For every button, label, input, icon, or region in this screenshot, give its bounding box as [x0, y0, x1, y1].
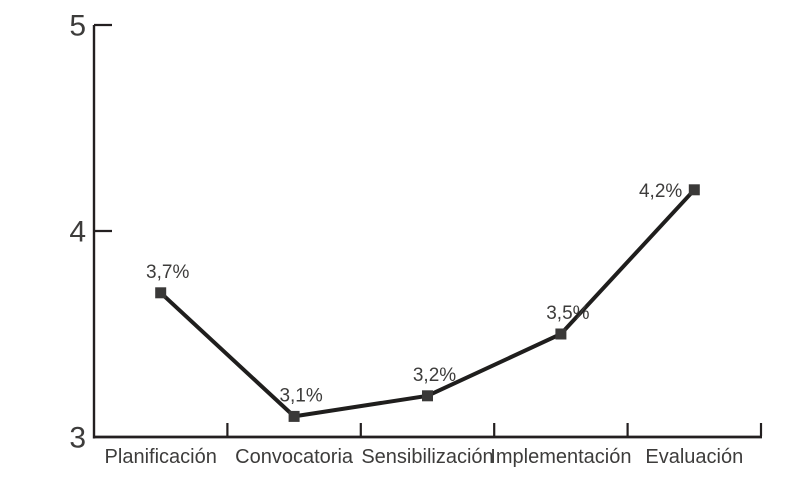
point-label: 3,1% [279, 385, 322, 406]
point-label: 3,5% [546, 303, 589, 324]
y-tick-label: 3 [69, 422, 86, 455]
y-tick-label: 4 [69, 216, 86, 249]
data-point-marker [155, 287, 167, 299]
data-point-marker [288, 410, 300, 422]
y-tick-label: 5 [69, 10, 86, 43]
point-label: 4,2% [639, 181, 682, 202]
x-category-label: Sensibilización [361, 446, 493, 468]
data-point-marker [555, 328, 567, 340]
x-category-label: Evaluación [645, 446, 743, 468]
point-label: 3,7% [146, 262, 189, 283]
data-point-marker [688, 184, 700, 196]
x-category-label: Convocatoria [235, 446, 354, 468]
point-label: 3,2% [413, 365, 456, 386]
x-category-label: Planificación [105, 446, 217, 468]
data-point-marker [422, 390, 433, 402]
x-category-label: Implementación [490, 446, 631, 468]
